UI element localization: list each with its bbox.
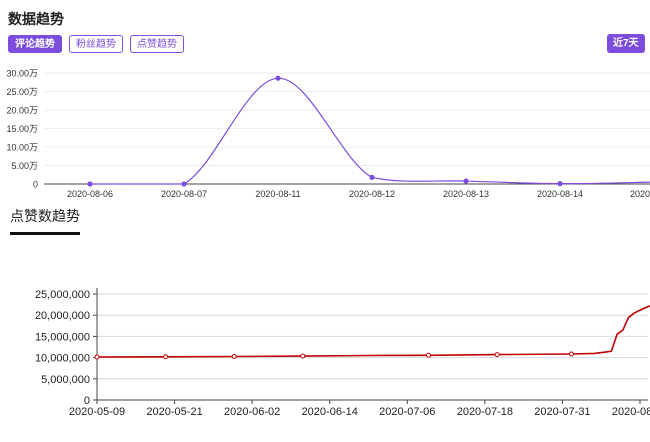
x-tick-label: 2020-06-02	[224, 406, 280, 418]
y-tick-label: 20.00万	[6, 106, 38, 116]
x-tick-label: 2020-07-06	[379, 406, 435, 418]
tab-fans-trend[interactable]: 粉丝趋势	[69, 35, 123, 53]
x-tick-label: 2020-08-12	[612, 406, 650, 418]
x-tick-label: 2020-05-09	[69, 406, 125, 418]
x-tick-label: 2020-08-11	[255, 189, 300, 199]
data-point	[163, 354, 169, 360]
data-point	[181, 181, 187, 187]
likes-section-title: 点赞数趋势	[10, 208, 80, 224]
y-tick-label: 15.00万	[6, 124, 38, 134]
data-point	[494, 352, 500, 358]
data-point	[87, 181, 93, 187]
y-tick-label: 10,000,000	[35, 353, 90, 365]
data-point	[94, 354, 100, 360]
y-tick-label: 25,000,000	[35, 289, 90, 301]
x-tick-label: 2020-05-21	[146, 406, 202, 418]
data-point	[568, 351, 574, 357]
data-point	[557, 181, 563, 187]
tab-comment-trend[interactable]: 评论趋势	[8, 35, 62, 53]
x-tick-label: 2020	[630, 189, 650, 199]
x-tick-label: 2020-08-14	[537, 189, 583, 199]
x-tick-label: 2020-07-31	[534, 406, 590, 418]
data-point	[426, 352, 432, 358]
tab-likes-trend[interactable]: 点赞趋势	[130, 35, 184, 53]
title-underline	[10, 232, 80, 235]
y-tick-label: 0	[33, 180, 38, 190]
y-tick-label: 30.00万	[6, 69, 38, 79]
data-point	[231, 354, 237, 360]
x-tick-label: 2020-07-18	[457, 406, 513, 418]
last-7-days-button[interactable]: 近7天	[607, 34, 645, 53]
trend-tabs: 评论趋势 粉丝趋势 点赞趋势	[8, 35, 184, 53]
y-tick-label: 20,000,000	[35, 310, 90, 322]
y-tick-label: 10.00万	[6, 143, 38, 153]
y-tick-label: 0	[84, 395, 90, 407]
x-tick-label: 2020-08-13	[443, 189, 489, 199]
x-tick-label: 2020-06-14	[302, 406, 358, 418]
comment-trend-chart: 0 5.00万 10.00万 15.00万 20.00万 25.00万 30.00万 2020…	[6, 69, 650, 199]
y-tick-label: 25.00万	[6, 87, 38, 97]
x-tick-label: 2020-08-07	[161, 189, 207, 199]
data-point	[300, 353, 306, 359]
likes-series-line	[96, 305, 650, 358]
y-tick-label: 5,000,000	[41, 374, 90, 386]
section-title: 数据趋势	[8, 11, 64, 27]
data-point	[275, 75, 281, 81]
y-tick-label: 15,000,000	[35, 331, 90, 343]
data-point	[369, 174, 375, 180]
x-tick-label: 2020-08-12	[349, 189, 395, 199]
x-tick-label: 2020-08-06	[67, 189, 113, 199]
data-point	[463, 178, 469, 184]
y-tick-label: 5.00万	[11, 161, 38, 171]
